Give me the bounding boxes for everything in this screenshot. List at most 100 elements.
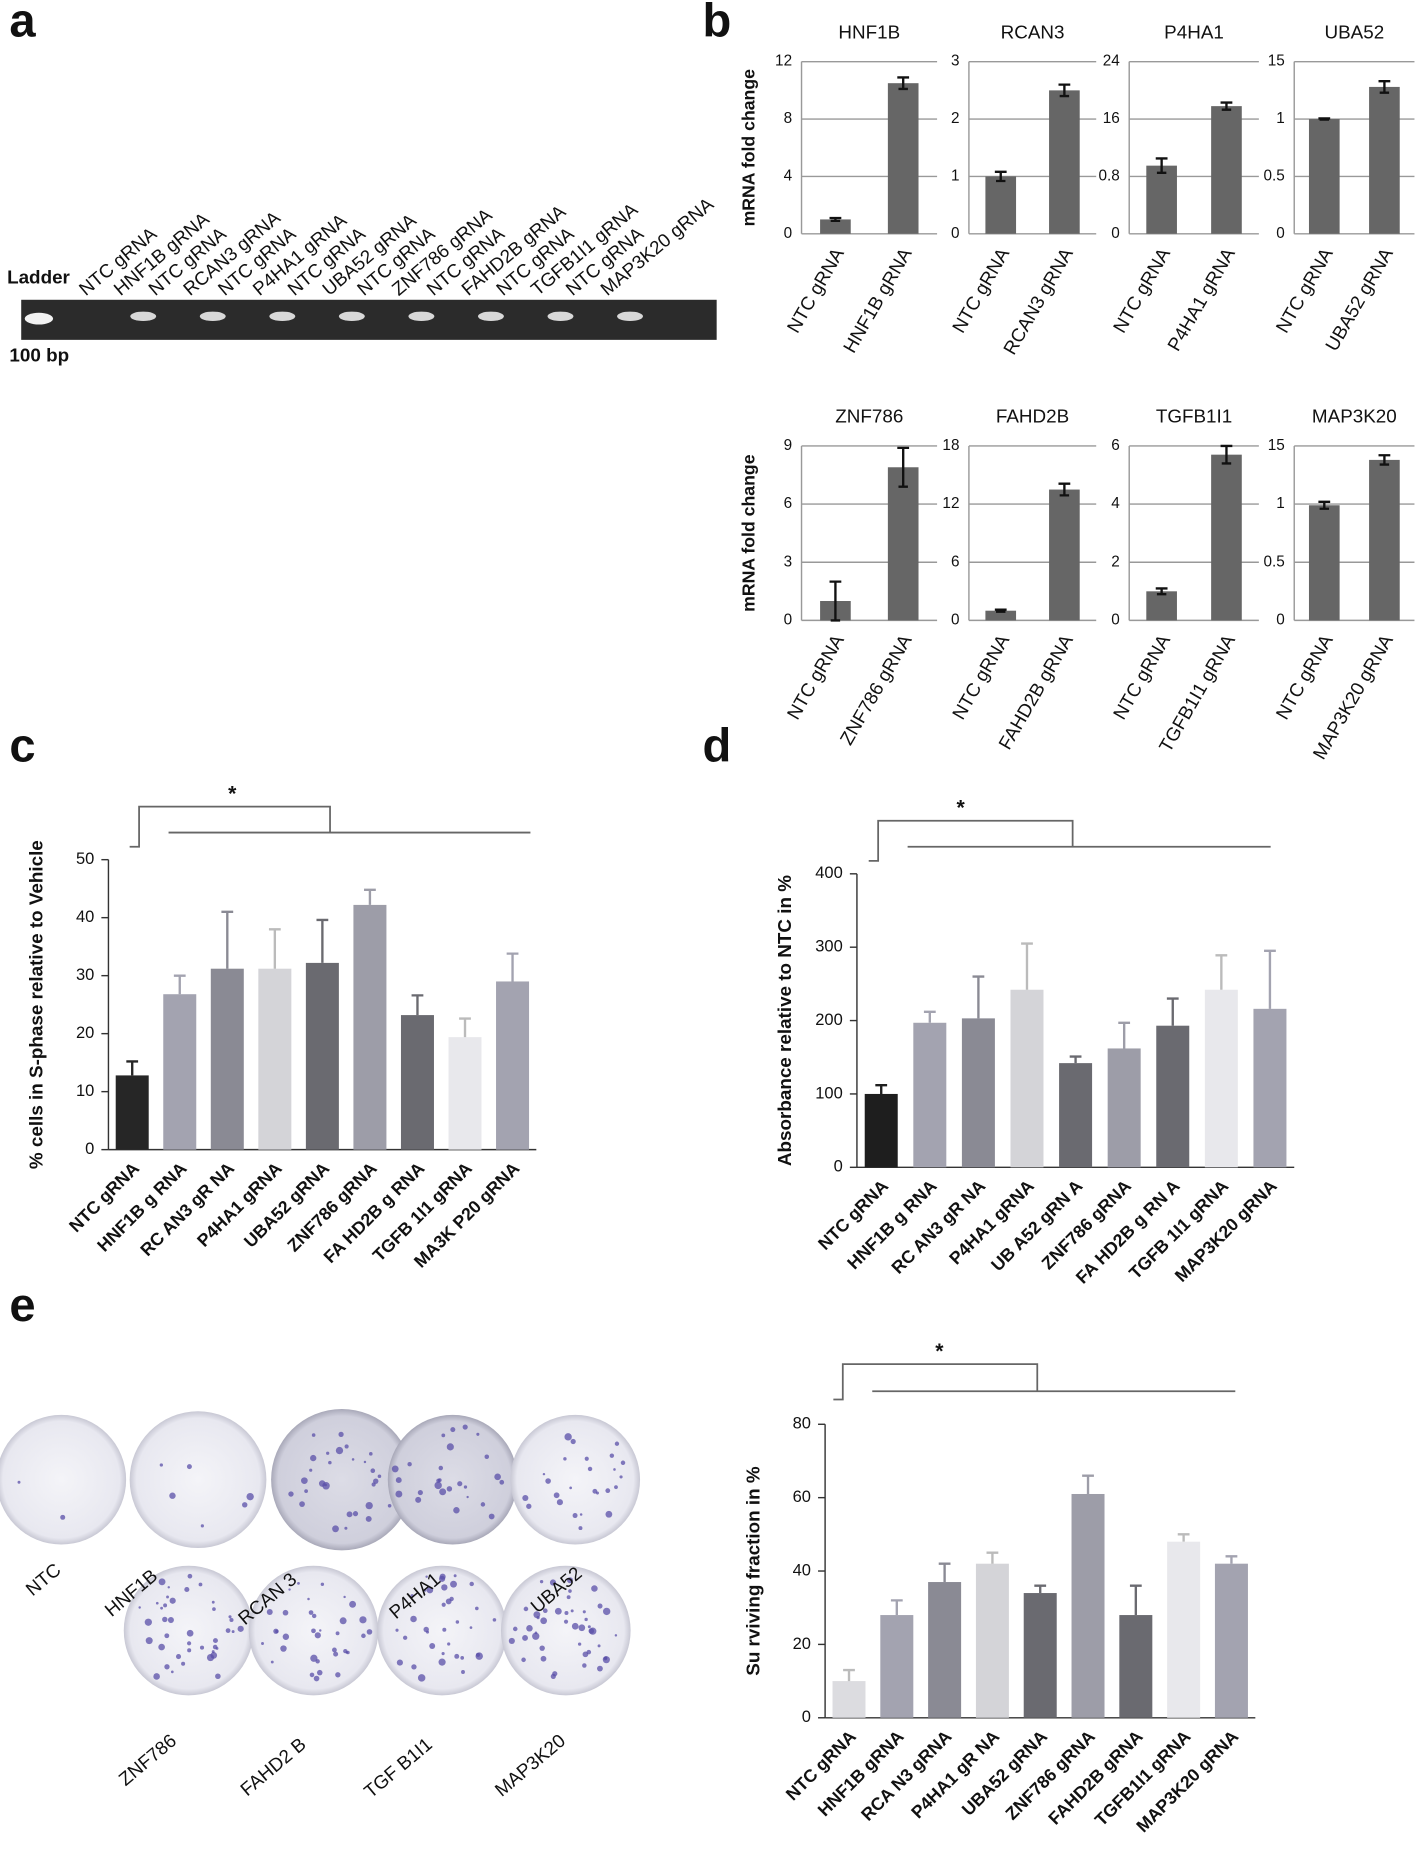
colony	[441, 1584, 448, 1591]
colony	[198, 1582, 203, 1587]
error-bar	[890, 1599, 903, 1616]
y-tick-label: 4	[1111, 495, 1120, 512]
colony	[166, 1595, 169, 1599]
error-bar	[972, 975, 985, 1019]
bar	[913, 1022, 947, 1168]
bar	[820, 219, 851, 234]
colony	[446, 1443, 454, 1451]
x-tick-label: NTC gRNA	[1271, 631, 1337, 723]
bar	[1369, 86, 1400, 234]
colony	[246, 1492, 254, 1501]
colony	[614, 1485, 618, 1490]
colony	[539, 1645, 545, 1651]
colony	[429, 1643, 436, 1649]
bar	[258, 968, 292, 1150]
colony	[522, 1635, 528, 1641]
colony	[332, 1525, 339, 1533]
y-tick-label: 1	[1276, 495, 1285, 512]
colony	[167, 1617, 174, 1624]
colony	[614, 1441, 620, 1446]
y-tick-label: 1	[1276, 110, 1285, 127]
colony	[310, 1654, 318, 1662]
colony	[345, 1651, 349, 1654]
y-tick-label: 10	[76, 1082, 94, 1100]
colony	[335, 1631, 340, 1636]
colony	[521, 1657, 526, 1663]
bar	[1253, 1008, 1287, 1168]
colony	[556, 1499, 563, 1506]
colony	[169, 1492, 176, 1499]
colony	[438, 1465, 444, 1471]
colony	[614, 1634, 618, 1637]
colony	[351, 1458, 355, 1461]
colony	[569, 1486, 573, 1490]
bar	[880, 1615, 914, 1718]
dish	[271, 1408, 413, 1551]
y-tick-label: 16	[1103, 110, 1120, 127]
colony	[349, 1600, 357, 1608]
colony-label: TGF B1I1	[360, 1733, 436, 1802]
annotation: *	[957, 797, 966, 820]
bar	[887, 83, 919, 234]
gel-band	[24, 312, 54, 325]
colony	[288, 1588, 291, 1591]
y-tick-label: 8	[784, 110, 793, 127]
colony	[138, 1606, 141, 1609]
colony	[211, 1650, 215, 1654]
colony	[578, 1624, 586, 1632]
y-tick-label: 3	[951, 53, 960, 70]
colony	[206, 1653, 215, 1662]
colony	[441, 1652, 445, 1656]
x-tick-label: P4HA1 gRNA	[945, 1176, 1038, 1269]
y-tick-label: 24	[1103, 53, 1121, 70]
error-bar	[1118, 1021, 1131, 1049]
y-tick-label: 0	[784, 225, 793, 242]
colony	[280, 1645, 287, 1652]
chart: % cells in S-phase relative to Vehicle 0 1…	[26, 782, 537, 1272]
colony	[595, 1491, 599, 1495]
colony	[309, 1672, 315, 1678]
colony	[454, 1653, 460, 1659]
colony	[584, 1456, 589, 1461]
y-tick-label: 4	[784, 167, 793, 184]
colony	[410, 1594, 414, 1598]
colony	[591, 1585, 598, 1592]
y-axis-label: mRNA fold change	[738, 69, 758, 227]
y-tick-label: 400	[815, 864, 843, 882]
colony	[167, 1586, 170, 1589]
colony	[352, 1511, 359, 1517]
colony	[366, 1629, 373, 1635]
colony	[313, 1675, 320, 1682]
error-bar	[506, 952, 519, 982]
bar	[448, 1037, 482, 1150]
y-tick-label: 15	[1268, 53, 1285, 70]
colony	[229, 1617, 234, 1623]
error-bar	[1058, 482, 1071, 497]
colony	[387, 1504, 392, 1508]
y-tick-label: 12	[942, 495, 959, 512]
colony	[572, 1513, 578, 1519]
bar	[1023, 1593, 1057, 1718]
colony	[609, 1453, 615, 1458]
error-bar	[1034, 1584, 1047, 1594]
colony	[163, 1603, 168, 1608]
x-tick-label: NTC gRNA	[1109, 631, 1175, 723]
chart-title: MAP3K20	[1312, 406, 1397, 427]
y-axis-label: Absorbance relative to NTC in %	[774, 875, 795, 1166]
error-bar	[1215, 954, 1228, 990]
colony	[605, 1488, 611, 1494]
colony	[410, 1615, 417, 1623]
colony	[270, 1660, 274, 1664]
colony	[553, 1492, 560, 1499]
bar	[1308, 505, 1340, 621]
colony	[526, 1625, 533, 1632]
y-tick-label: 1	[951, 167, 960, 184]
colony	[316, 1669, 323, 1676]
significance-bracket	[833, 1363, 1236, 1401]
colony	[549, 1579, 557, 1586]
error-bar	[938, 1562, 951, 1583]
colony	[597, 1644, 601, 1648]
x-tick-label: NTC gRNA	[783, 244, 849, 336]
colony	[391, 1465, 399, 1473]
